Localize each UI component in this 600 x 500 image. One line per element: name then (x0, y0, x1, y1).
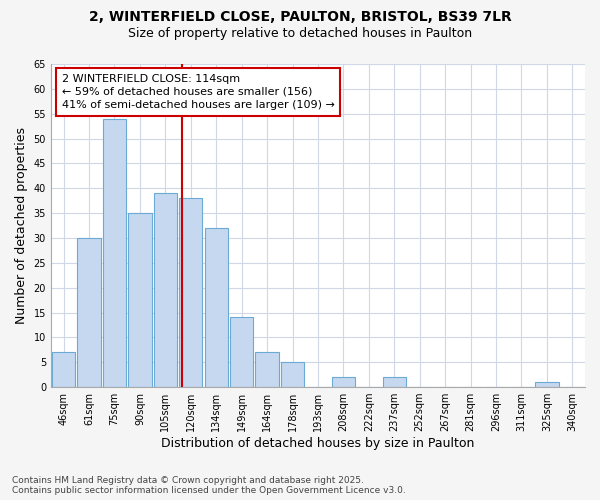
Bar (179, 198, 202, 387)
Bar (103, 118, 126, 387)
Text: 2, WINTERFIELD CLOSE, PAULTON, BRISTOL, BS39 7LR: 2, WINTERFIELD CLOSE, PAULTON, BRISTOL, … (89, 10, 511, 24)
Bar (256, 352, 279, 387)
Bar (52, 352, 76, 387)
Bar (128, 213, 152, 387)
Bar (154, 193, 177, 387)
Bar (535, 382, 559, 387)
Text: Size of property relative to detached houses in Paulton: Size of property relative to detached ho… (128, 28, 472, 40)
Bar (205, 228, 228, 387)
Y-axis label: Number of detached properties: Number of detached properties (15, 127, 28, 324)
Bar (332, 377, 355, 387)
Bar (230, 318, 253, 387)
Text: Contains HM Land Registry data © Crown copyright and database right 2025.
Contai: Contains HM Land Registry data © Crown c… (12, 476, 406, 495)
Text: 2 WINTERFIELD CLOSE: 114sqm
← 59% of detached houses are smaller (156)
41% of se: 2 WINTERFIELD CLOSE: 114sqm ← 59% of det… (62, 74, 334, 110)
Bar (77, 238, 101, 387)
X-axis label: Distribution of detached houses by size in Paulton: Distribution of detached houses by size … (161, 437, 475, 450)
Bar (383, 377, 406, 387)
Bar (281, 362, 304, 387)
